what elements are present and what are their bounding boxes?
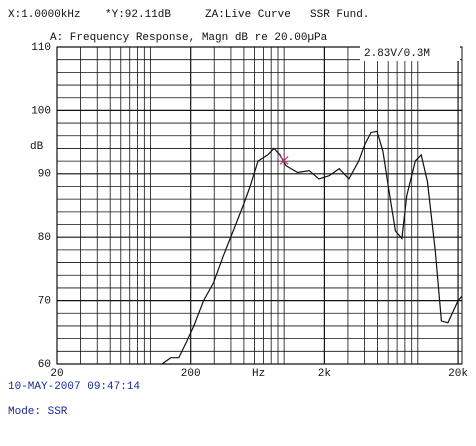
x-tick-label: 2k [318,368,332,380]
header-y: *Y:92.11dB [105,9,171,21]
y-tick-label: 70 [38,296,51,308]
x-tick-label: 20k [448,368,468,380]
annotation: 2.83V/0.3M [364,48,430,60]
chart-title: A: Frequency Response, Magn dB re 20.00µ… [50,32,328,44]
y-tick-label: 100 [31,105,51,117]
mode: Mode: SSR [8,406,68,418]
annotation-box [360,45,460,61]
x-tick-label: 20 [50,368,63,380]
y-axis-label: dB [30,141,44,153]
y-tick-label: 80 [38,232,51,244]
y-tick-label: 90 [38,169,51,181]
timestamp: 10-MAY-2007 09:47:14 [8,381,140,393]
y-tick-label: 110 [31,42,51,54]
header-fund: SSR Fund. [310,9,369,21]
series-line [161,130,463,365]
x-tick-label: 200 [181,368,201,380]
header-x: X:1.0000kHz [8,9,81,21]
header-curve: ZA:Live Curve [205,9,291,21]
cursor-marker [279,155,289,165]
plot-frame [56,46,463,365]
x-axis-label: Hz [252,368,265,380]
y-tick-label: 60 [38,359,51,371]
